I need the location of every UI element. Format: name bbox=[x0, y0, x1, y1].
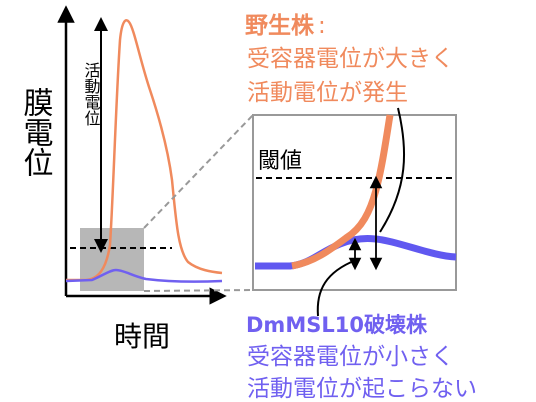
inset-plot: 閾値 bbox=[252, 114, 457, 291]
wildtype-colon: : bbox=[318, 13, 326, 39]
mutant-callout-line bbox=[316, 259, 357, 317]
wildtype-callout-line bbox=[379, 107, 405, 233]
mutant-title: DmMSL10破壊株 bbox=[246, 313, 428, 337]
mutant-line1: 受容器電位が小さく bbox=[247, 344, 454, 370]
wildtype-trace-inset bbox=[291, 114, 394, 270]
action-potential-label: 活動電位 bbox=[82, 62, 101, 126]
zoom-connector-bottom bbox=[143, 289, 254, 292]
mutant-colon: : bbox=[412, 313, 419, 337]
wildtype-title: 野生株 bbox=[245, 13, 315, 39]
wildtype-line1: 受容器電位が大きく bbox=[247, 46, 454, 72]
threshold-label: 閾値 bbox=[258, 149, 302, 174]
wildtype-trace-left bbox=[66, 19, 223, 282]
mutant-line2: 活動電位が起こらない bbox=[247, 376, 477, 402]
x-axis-label: 時間 bbox=[114, 320, 170, 353]
zoom-connector-top bbox=[143, 114, 254, 229]
y-axis-label: 膜電位 bbox=[18, 87, 54, 177]
wildtype-line2: 活動電位が発生 bbox=[247, 80, 408, 106]
mutant-trace-left bbox=[65, 268, 223, 283]
left-plot bbox=[57, 5, 227, 305]
zoom-region-box bbox=[80, 228, 144, 291]
